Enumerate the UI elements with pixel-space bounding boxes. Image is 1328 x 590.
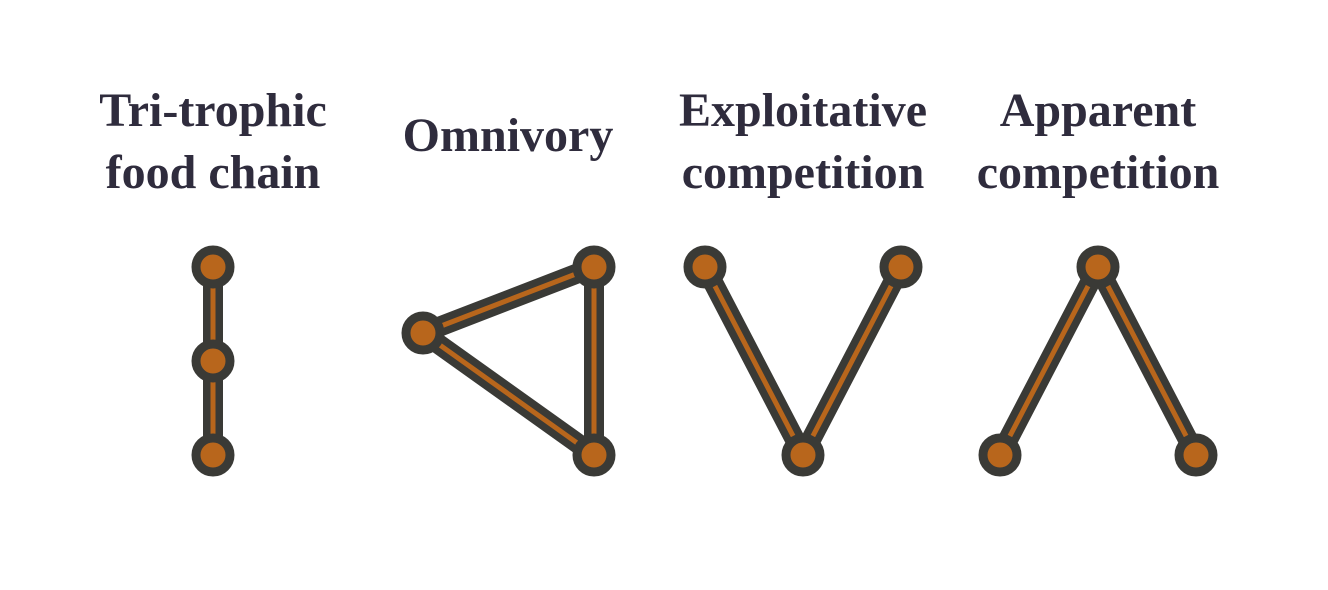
- edge-core: [800, 264, 904, 458]
- nodes-layer: [191, 245, 1218, 477]
- apparent-node-top: [1076, 245, 1120, 289]
- exploitative-edge-left-bottom: [695, 257, 813, 465]
- title-line-2: competition: [681, 146, 925, 199]
- edge-core: [420, 330, 597, 458]
- omnivory-edge-left-bottom: [413, 323, 604, 465]
- edge-core: [997, 264, 1101, 458]
- edge-core: [420, 264, 597, 336]
- title-line-1: Apparent: [999, 84, 1197, 137]
- title-line-2: food chain: [105, 146, 321, 199]
- title-exploitative-competition: Exploitative competition: [643, 80, 963, 204]
- tritrophic-node-bottom: [191, 433, 235, 477]
- tritrophic-node-top: [191, 245, 235, 289]
- title-line-1: Omnivory: [402, 109, 614, 162]
- title-line-1: Exploitative: [679, 84, 927, 137]
- apparent-node-right: [1174, 433, 1218, 477]
- title-apparent-competition: Apparent competition: [938, 80, 1258, 204]
- exploitative-node-right: [879, 245, 923, 289]
- title-omnivory: Omnivory: [348, 105, 668, 167]
- omnivory-edge-left-top: [413, 257, 604, 343]
- title-line-1: Tri-trophic: [99, 84, 327, 137]
- edges-layer: [203, 257, 1206, 465]
- exploitative-node-bottom: [781, 433, 825, 477]
- exploitative-node-left: [683, 245, 727, 289]
- apparent-node-left: [978, 433, 1022, 477]
- edge-core: [702, 264, 806, 458]
- omnivory-node-left: [401, 311, 445, 355]
- tritrophic-node-middle: [191, 339, 235, 383]
- apparent-edge-top-right: [1088, 257, 1206, 465]
- omnivory-node-top: [572, 245, 616, 289]
- omnivory-node-bottom: [572, 433, 616, 477]
- edge-core: [1095, 264, 1199, 458]
- title-tritrophic-food-chain: Tri-trophic food chain: [53, 80, 373, 204]
- exploitative-edge-right-bottom: [793, 257, 911, 465]
- title-line-2: competition: [976, 146, 1220, 199]
- apparent-edge-top-left: [990, 257, 1108, 465]
